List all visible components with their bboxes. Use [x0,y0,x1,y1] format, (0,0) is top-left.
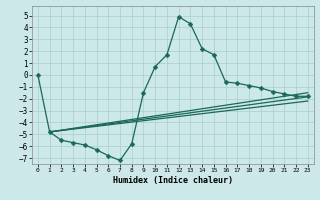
X-axis label: Humidex (Indice chaleur): Humidex (Indice chaleur) [113,176,233,185]
